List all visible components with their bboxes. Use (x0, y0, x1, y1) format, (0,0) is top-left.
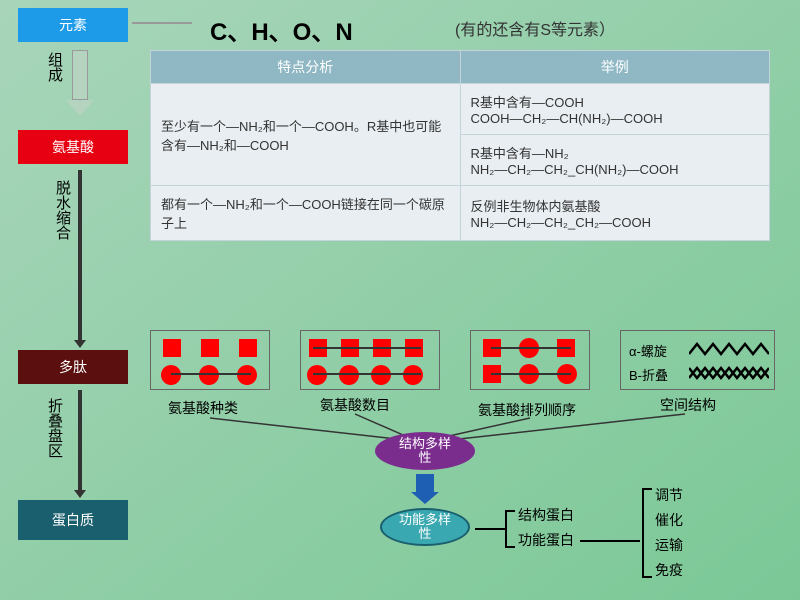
elements-title: C、H、O、N (210, 12, 353, 47)
function-item: 运输 (655, 535, 683, 555)
zigzag-icon (689, 339, 769, 359)
table-cell: 反例非生物体内氨基酸 NH₂—CH₂—CH₂_CH₂—COOH (460, 186, 770, 241)
ellipse-label: 结构多样 (399, 437, 451, 451)
blue-arrow-icon (416, 474, 434, 494)
bracket-icon (642, 488, 644, 578)
diagram-structure: α-螺旋 Β-折叠 (620, 330, 775, 390)
edge-label-fold: 折叠盘区 (44, 398, 65, 458)
node-label: 多肽 (59, 357, 87, 377)
table-header: 特点分析 (151, 51, 461, 84)
diagram-count (300, 330, 440, 390)
ellipse-label: 功能多样 (399, 513, 451, 527)
edge-label-compose: 组成 (44, 52, 65, 82)
node-element: 元素 (18, 8, 128, 42)
beta-label: Β-折叠 (629, 365, 668, 384)
ellipse-label2: 性 (418, 527, 431, 541)
protein-type: 功能蛋白 (518, 530, 574, 550)
arrow-down-icon (72, 50, 94, 116)
table-cell: R基中含有—NH₂ NH₂—CH₂—CH₂_CH(NH₂)—COOH (460, 135, 770, 186)
table-cell: 都有一个—NH₂和一个—COOH链接在同一个碳原子上 (151, 186, 461, 241)
ellipse-function: 功能多样性 (380, 508, 470, 546)
diagram-order (470, 330, 590, 390)
elements-note: (有的还含有S等元素） (455, 16, 615, 40)
connector-line (132, 22, 192, 24)
edge-label-dehydrate: 脱水缩合 (52, 180, 73, 240)
node-peptide: 多肽 (18, 350, 128, 384)
arrow-icon (78, 170, 82, 340)
node-label: 氨基酸 (52, 137, 94, 157)
function-item: 调节 (655, 485, 683, 505)
function-item: 免疫 (655, 560, 683, 580)
function-item: 催化 (655, 510, 683, 530)
crosshatch-icon (689, 363, 769, 383)
arrow-icon (78, 390, 82, 490)
diagram-type (150, 330, 270, 390)
table-cell: 至少有一个—NH₂和一个—COOH。R基中也可能含有—NH₂和—COOH (151, 84, 461, 186)
line (580, 540, 640, 542)
line (475, 528, 505, 530)
feature-table: 特点分析举例 至少有一个—NH₂和一个—COOH。R基中也可能含有—NH₂和—C… (150, 50, 770, 241)
alpha-label: α-螺旋 (629, 341, 667, 360)
table-header: 举例 (460, 51, 770, 84)
node-protein: 蛋白质 (18, 500, 128, 540)
node-aminoacid: 氨基酸 (18, 130, 128, 164)
node-label: 蛋白质 (52, 510, 94, 530)
protein-type: 结构蛋白 (518, 505, 574, 525)
bracket-icon (505, 510, 507, 548)
node-label: 元素 (59, 15, 87, 35)
ellipse-structure: 结构多样性 (375, 432, 475, 470)
ellipse-label2: 性 (418, 451, 431, 465)
table-cell: R基中含有—COOH COOH—CH₂—CH(NH₂)—COOH (460, 84, 770, 135)
